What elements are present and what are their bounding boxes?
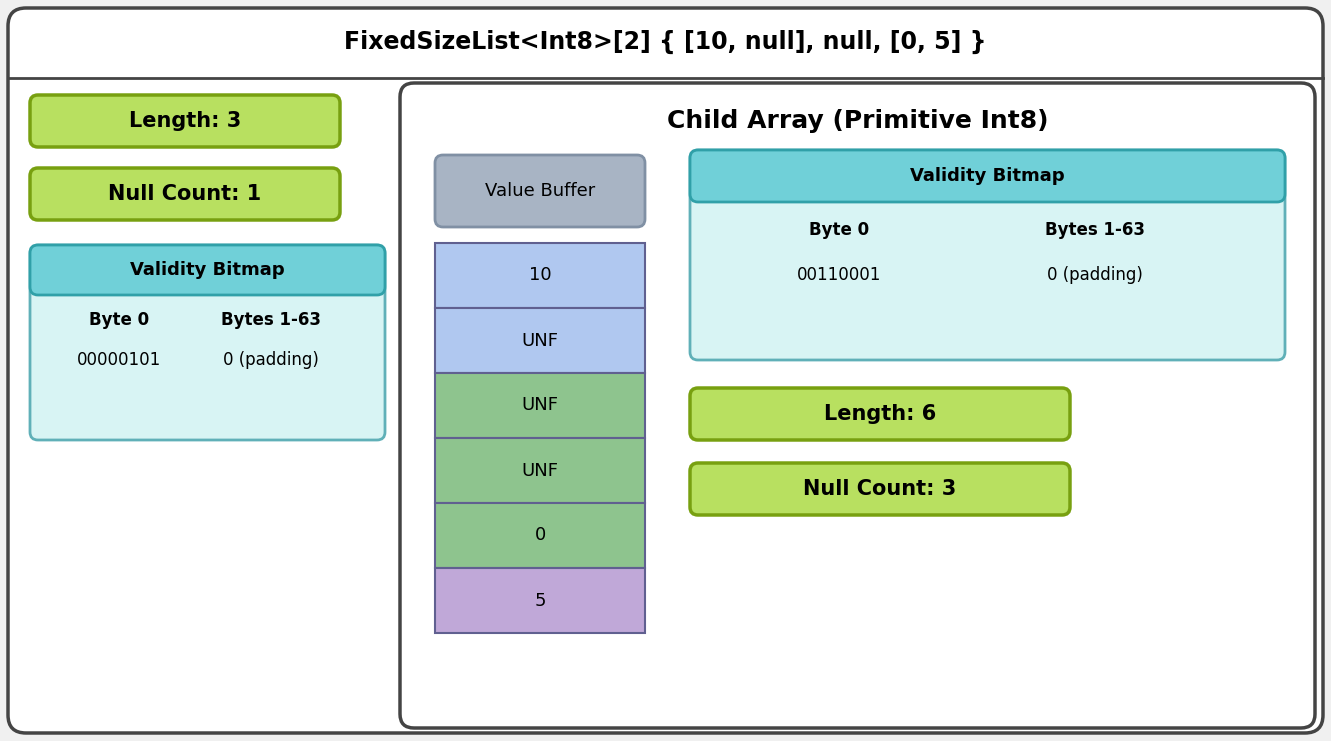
Text: Bytes 1-63: Bytes 1-63 <box>221 311 321 329</box>
Bar <box>435 438 646 503</box>
Text: 00000101: 00000101 <box>77 351 161 369</box>
FancyBboxPatch shape <box>8 8 1323 733</box>
FancyBboxPatch shape <box>31 245 385 295</box>
Text: Bytes 1-63: Bytes 1-63 <box>1045 221 1145 239</box>
Text: UNF: UNF <box>522 396 559 414</box>
FancyBboxPatch shape <box>689 463 1070 515</box>
Text: UNF: UNF <box>522 331 559 350</box>
FancyBboxPatch shape <box>435 155 646 227</box>
Text: 0: 0 <box>534 527 546 545</box>
Bar <box>435 243 646 308</box>
Text: Length: 6: Length: 6 <box>824 404 936 424</box>
Text: UNF: UNF <box>522 462 559 479</box>
Text: Validity Bitmap: Validity Bitmap <box>910 167 1065 185</box>
Text: 00110001: 00110001 <box>796 266 881 284</box>
FancyBboxPatch shape <box>31 245 385 440</box>
FancyBboxPatch shape <box>689 150 1284 202</box>
Text: Value Buffer: Value Buffer <box>484 182 595 200</box>
Text: Byte 0: Byte 0 <box>89 311 149 329</box>
Text: 0 (padding): 0 (padding) <box>224 351 319 369</box>
Bar <box>435 373 646 438</box>
FancyBboxPatch shape <box>401 83 1315 728</box>
Bar <box>435 503 646 568</box>
FancyBboxPatch shape <box>689 150 1284 360</box>
Text: FixedSizeList<Int8>[2] { [10, null], null, [0, 5] }: FixedSizeList<Int8>[2] { [10, null], nul… <box>343 30 986 54</box>
Text: Length: 3: Length: 3 <box>129 111 241 131</box>
Text: Validity Bitmap: Validity Bitmap <box>130 261 285 279</box>
Text: Null Count: 3: Null Count: 3 <box>804 479 957 499</box>
FancyBboxPatch shape <box>31 95 339 147</box>
Text: 10: 10 <box>528 267 551 285</box>
FancyBboxPatch shape <box>689 388 1070 440</box>
Text: Null Count: 1: Null Count: 1 <box>108 184 262 204</box>
FancyBboxPatch shape <box>31 168 339 220</box>
Text: Byte 0: Byte 0 <box>809 221 869 239</box>
Text: 0 (padding): 0 (padding) <box>1046 266 1142 284</box>
Text: Child Array (Primitive Int8): Child Array (Primitive Int8) <box>667 109 1049 133</box>
Bar <box>435 308 646 373</box>
Bar <box>435 568 646 633</box>
Text: 5: 5 <box>534 591 546 610</box>
